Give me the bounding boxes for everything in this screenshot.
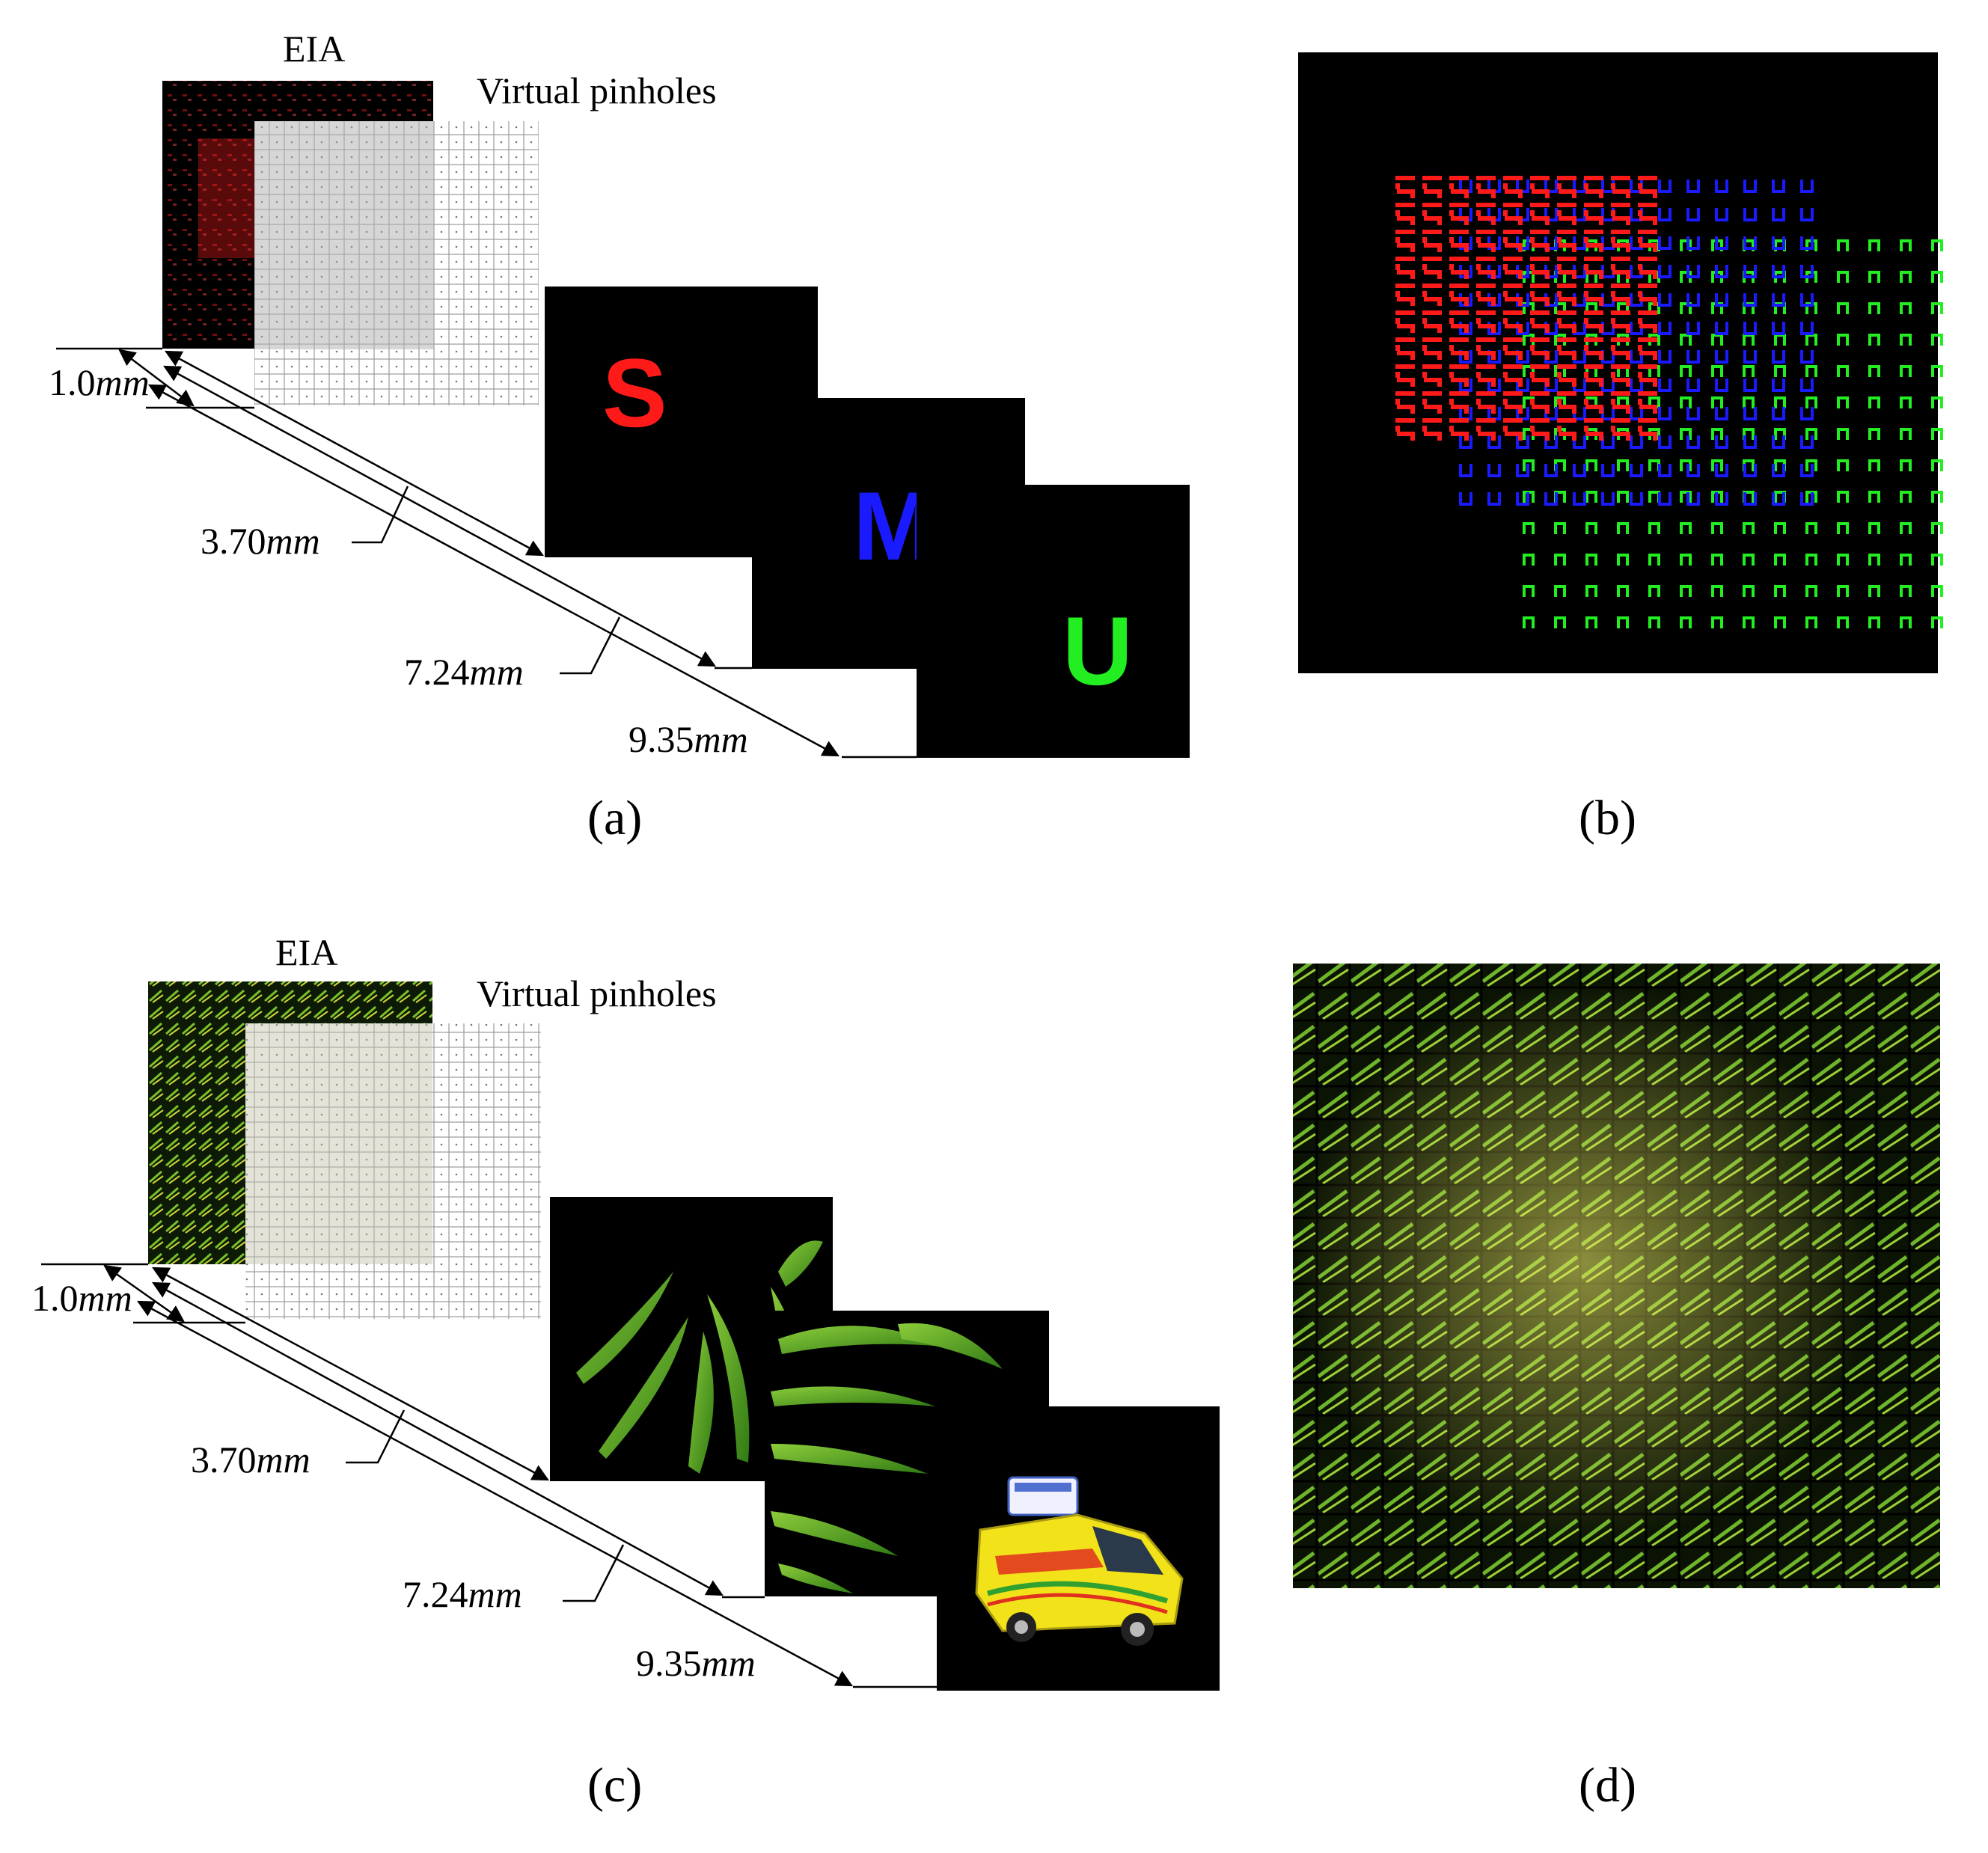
panel-label-a: (a): [587, 791, 642, 845]
svg-text:3.70mm: 3.70mm: [201, 520, 320, 562]
distance-label-2: 3.70mm: [201, 520, 320, 562]
toy-van-object: [975, 1476, 1184, 1646]
svg-text:9.35mm: 9.35mm: [628, 718, 748, 760]
svg-text:7.24mm: 7.24mm: [403, 1573, 522, 1615]
svg-text:1.0mm: 1.0mm: [49, 361, 150, 403]
distance-label-3: 7.24mm: [404, 651, 524, 693]
object-plane-u: [917, 485, 1190, 758]
svg-text:1.0mm: 1.0mm: [31, 1277, 132, 1319]
distance-label-c-1: 1.0mm: [31, 1277, 132, 1319]
object-letter-s: S: [602, 338, 667, 447]
distance-label-c-3: 7.24mm: [403, 1573, 522, 1615]
svg-text:3.70mm: 3.70mm: [191, 1439, 311, 1480]
pinholes-label: Virtual pinholes: [477, 70, 717, 111]
panel-label-d: (d): [1579, 1758, 1636, 1813]
panel-b: (b): [1298, 52, 1943, 845]
distance-label-c-4: 9.35mm: [636, 1642, 756, 1684]
svg-text:7.24mm: 7.24mm: [404, 651, 524, 693]
svg-text:9.35mm: 9.35mm: [636, 1642, 756, 1684]
object-letter-u: U: [1062, 596, 1133, 705]
panel-label-c: (c): [587, 1758, 642, 1813]
eia-label: EIA: [283, 28, 345, 70]
distance-label-c-2: 3.70mm: [191, 1439, 311, 1480]
panel-label-b: (b): [1579, 791, 1636, 845]
reconstruction-marks-b: [1395, 176, 1943, 628]
panel-d: (d): [1293, 964, 1940, 1813]
panel-a: EIA Virtual pinholes S M U: [49, 28, 1190, 845]
pinholes-label-c: Virtual pinholes: [477, 973, 717, 1014]
eia-label-c: EIA: [275, 931, 337, 973]
reconstructed-image-b: [1298, 52, 1938, 673]
panel-c: EIA Virtual pinholes: [31, 931, 1220, 1813]
distance-label-4: 9.35mm: [628, 718, 748, 760]
distance-label-1: 1.0mm: [49, 361, 150, 403]
